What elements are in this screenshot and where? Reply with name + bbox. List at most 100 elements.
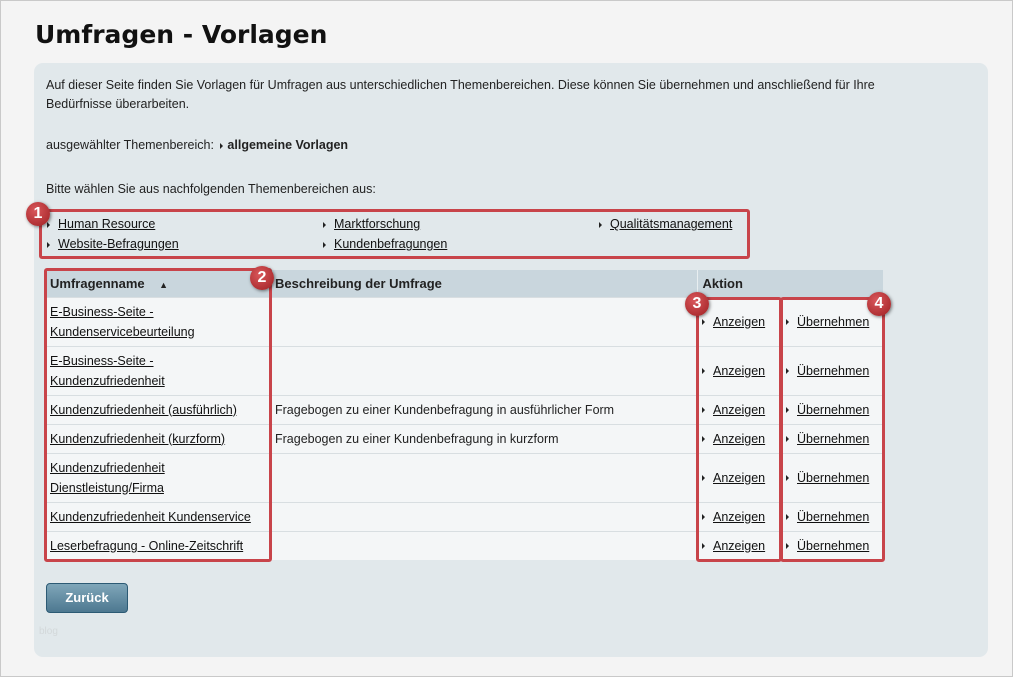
badge-3: 3 <box>685 292 709 316</box>
view-link[interactable]: Anzeigen <box>713 470 766 485</box>
view-link[interactable]: Anzeigen <box>713 538 766 553</box>
view-link[interactable]: Anzeigen <box>713 314 766 329</box>
survey-name-cell[interactable]: Kundenzufriedenheit Kundenservice <box>45 501 270 531</box>
survey-description: Fragebogen zu einer Kundenbefragung in k… <box>270 423 697 453</box>
table-row: E-Business-Seite - Kundenservicebeurteil… <box>45 296 883 346</box>
adopt-link[interactable]: Übernehmen <box>797 470 870 485</box>
survey-name-cell[interactable]: Kundenzufriedenheit Dienstleistung/Firma <box>45 452 270 502</box>
adopt-cell[interactable]: Übernehmen <box>781 530 883 560</box>
highlight-view-column <box>696 297 782 562</box>
arrow-icon <box>786 543 789 550</box>
table-row: Kundenzufriedenheit Dienstleistung/Firma… <box>45 452 883 502</box>
survey-name-cell[interactable]: Leserbefragung - Online-Zeitschrift <box>45 530 270 560</box>
arrow-icon <box>47 221 50 228</box>
survey-name-cell[interactable]: E-Business-Seite - Kundenzufriedenheit <box>45 345 270 395</box>
survey-name-link[interactable]: E-Business-Seite - Kundenzufriedenheit <box>50 353 165 388</box>
highlight-categories <box>39 209 750 259</box>
column-header-name[interactable]: Umfragenname ▲ <box>45 270 270 297</box>
view-cell[interactable]: Anzeigen <box>697 296 781 346</box>
adopt-link[interactable]: Übernehmen <box>797 314 870 329</box>
survey-description: Fragebogen zu einer Kundenbefragung in a… <box>270 394 697 424</box>
category-link[interactable]: Kundenbefragungen <box>334 237 448 251</box>
arrow-icon <box>702 543 705 550</box>
survey-name-link[interactable]: Kundenzufriedenheit Kundenservice <box>50 509 251 524</box>
survey-description <box>270 530 697 560</box>
view-link[interactable]: Anzeigen <box>713 431 766 446</box>
arrow-icon <box>599 221 602 228</box>
adopt-cell[interactable]: Übernehmen <box>781 345 883 395</box>
category-link[interactable]: Website-Befragungen <box>58 237 179 251</box>
category-website-befragungen[interactable]: Website-Befragungen <box>47 235 179 254</box>
arrow-icon <box>702 436 705 443</box>
adopt-link[interactable]: Übernehmen <box>797 509 870 524</box>
templates-table: Umfragenname ▲ Beschreibung der Umfrage … <box>45 270 883 560</box>
arrow-icon <box>786 407 789 414</box>
arrow-icon <box>702 407 705 414</box>
back-button[interactable]: Zurück <box>46 583 128 613</box>
adopt-cell[interactable]: Übernehmen <box>781 296 883 346</box>
category-link[interactable]: Human Resource <box>58 217 156 231</box>
table-row: E-Business-Seite - Kundenzufriedenheit A… <box>45 345 883 395</box>
category-kundenbefragungen[interactable]: Kundenbefragungen <box>323 235 447 254</box>
choose-text: Bitte wählen Sie aus nachfolgenden Theme… <box>46 182 376 196</box>
category-link[interactable]: Qualitätsmanagement <box>610 217 733 231</box>
highlight-adopt-column <box>780 297 885 562</box>
arrow-icon <box>323 221 326 228</box>
view-link[interactable]: Anzeigen <box>713 363 766 378</box>
view-cell[interactable]: Anzeigen <box>697 394 781 424</box>
badge-2: 2 <box>250 266 274 290</box>
table-row: Kundenzufriedenheit Kundenservice Anzeig… <box>45 501 883 531</box>
category-link[interactable]: Marktforschung <box>334 217 421 231</box>
view-cell[interactable]: Anzeigen <box>697 345 781 395</box>
page-title: Umfragen - Vorlagen <box>35 20 328 49</box>
arrow-icon <box>702 368 705 375</box>
adopt-link[interactable]: Übernehmen <box>797 363 870 378</box>
adopt-link[interactable]: Übernehmen <box>797 538 870 553</box>
intro-text: Auf dieser Seite finden Sie Vorlagen für… <box>46 78 875 111</box>
view-link[interactable]: Anzeigen <box>713 509 766 524</box>
survey-description <box>270 345 697 395</box>
arrow-icon <box>786 514 789 521</box>
arrow-icon <box>702 514 705 521</box>
selected-topic: ausgewählter Themenbereich: allgemeine V… <box>46 136 348 155</box>
category-human-resource[interactable]: Human Resource <box>47 215 155 234</box>
adopt-cell[interactable]: Übernehmen <box>781 423 883 453</box>
adopt-link[interactable]: Übernehmen <box>797 431 870 446</box>
arrow-icon <box>323 241 326 248</box>
arrow-icon <box>702 319 705 326</box>
watermark: blog <box>39 626 58 637</box>
survey-name-link[interactable]: E-Business-Seite - Kundenservicebeurteil… <box>50 304 195 339</box>
survey-name-cell[interactable]: E-Business-Seite - Kundenservicebeurteil… <box>45 296 270 346</box>
column-header-description: Beschreibung der Umfrage <box>270 270 697 297</box>
adopt-cell[interactable]: Übernehmen <box>781 501 883 531</box>
arrow-icon <box>786 368 789 375</box>
table-row: Kundenzufriedenheit (ausführlich) Frageb… <box>45 394 883 424</box>
selected-value: allgemeine Vorlagen <box>227 138 349 152</box>
category-qualitaetsmanagement[interactable]: Qualitätsmanagement <box>599 215 732 234</box>
view-cell[interactable]: Anzeigen <box>697 530 781 560</box>
survey-name-cell[interactable]: Kundenzufriedenheit (kurzform) <box>45 423 270 453</box>
adopt-link[interactable]: Übernehmen <box>797 402 870 417</box>
survey-name-link[interactable]: Kundenzufriedenheit Dienstleistung/Firma <box>50 460 165 495</box>
view-cell[interactable]: Anzeigen <box>697 501 781 531</box>
survey-name-link[interactable]: Leserbefragung - Online-Zeitschrift <box>50 538 244 553</box>
highlight-name-column <box>44 268 272 562</box>
badge-1: 1 <box>26 202 50 226</box>
survey-name-link[interactable]: Kundenzufriedenheit (kurzform) <box>50 431 226 446</box>
survey-description <box>270 452 697 502</box>
table-row: Leserbefragung - Online-Zeitschrift Anze… <box>45 530 883 560</box>
sort-asc-icon[interactable]: ▲ <box>159 279 169 290</box>
arrow-icon <box>702 475 705 482</box>
adopt-cell[interactable]: Übernehmen <box>781 394 883 424</box>
view-cell[interactable]: Anzeigen <box>697 452 781 502</box>
arrow-icon <box>786 319 789 326</box>
survey-name-cell[interactable]: Kundenzufriedenheit (ausführlich) <box>45 394 270 424</box>
arrow-icon <box>47 241 50 248</box>
view-cell[interactable]: Anzeigen <box>697 423 781 453</box>
adopt-cell[interactable]: Übernehmen <box>781 452 883 502</box>
arrow-icon <box>786 475 789 482</box>
survey-name-link[interactable]: Kundenzufriedenheit (ausführlich) <box>50 402 237 417</box>
category-marktforschung[interactable]: Marktforschung <box>323 215 420 234</box>
view-link[interactable]: Anzeigen <box>713 402 766 417</box>
table-row: Kundenzufriedenheit (kurzform) Frageboge… <box>45 423 883 453</box>
